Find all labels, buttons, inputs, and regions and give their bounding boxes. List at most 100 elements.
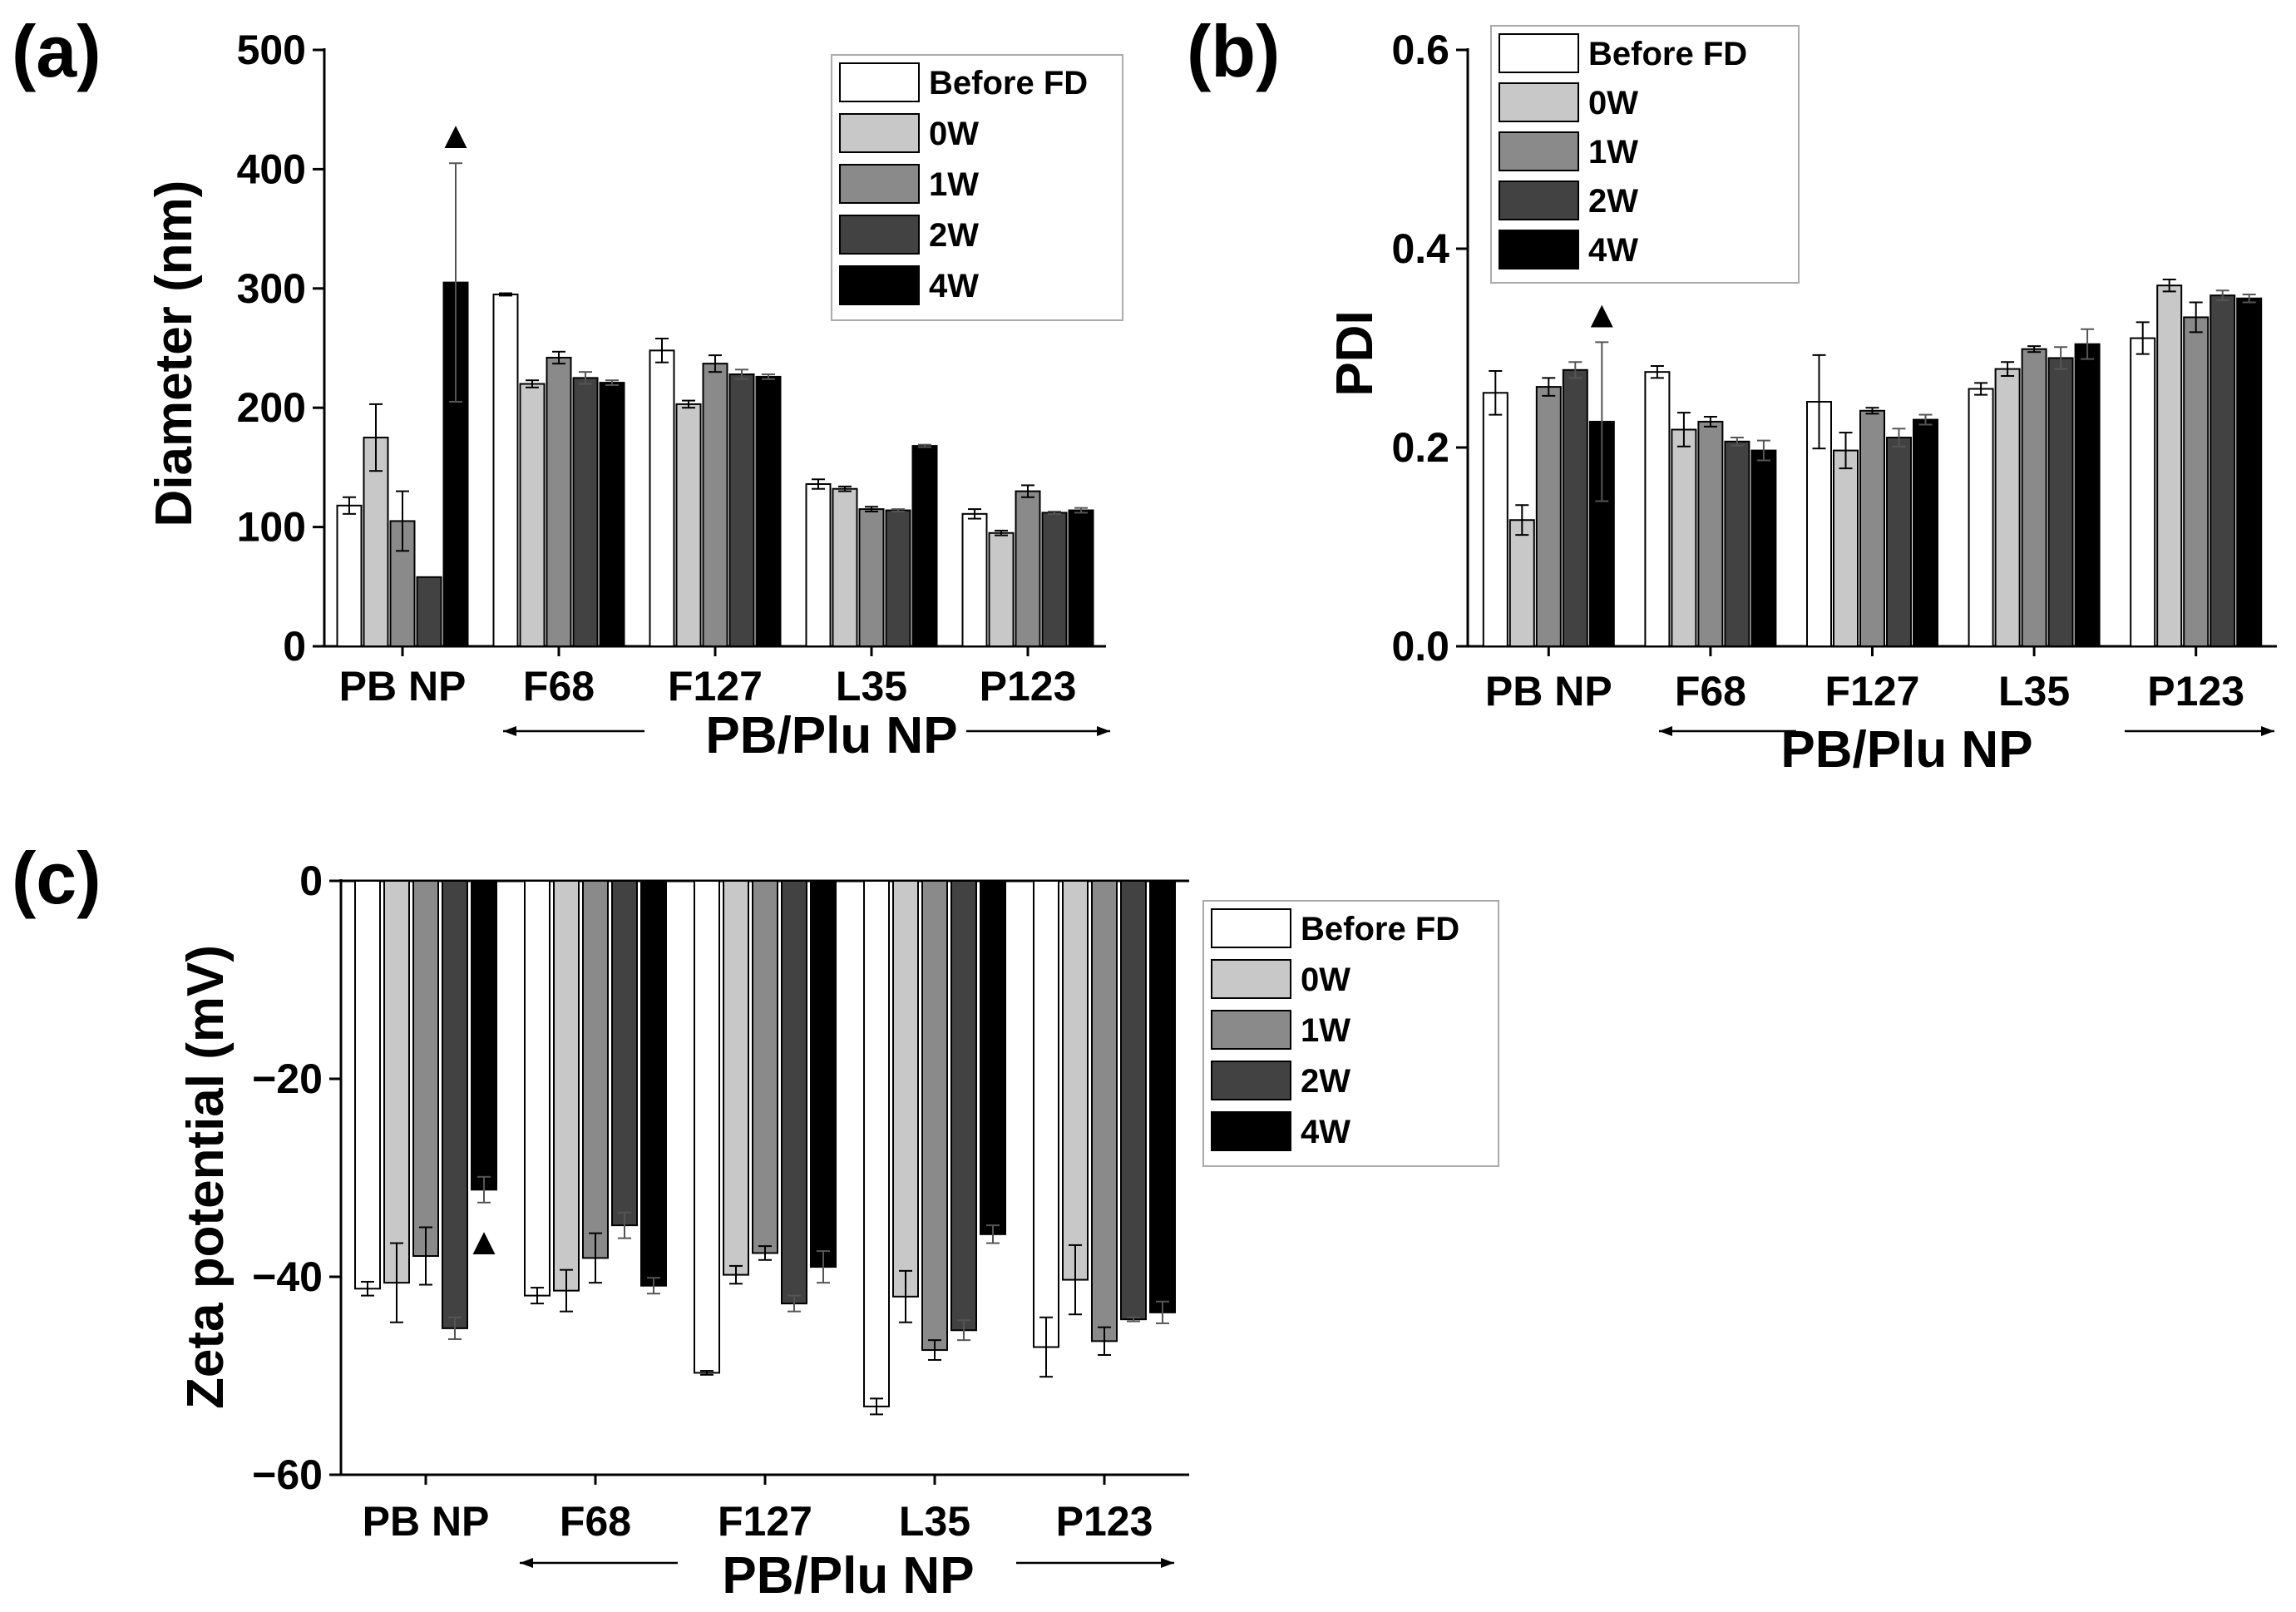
panel-a-ytick-label: 500 <box>237 27 306 73</box>
panel-b-bar <box>1562 368 1588 647</box>
panel-c-group-label: PB/Plu NP <box>722 1547 974 1605</box>
panel-b-ytick-label: 0.0 <box>1391 623 1449 670</box>
panel-b-bar <box>2210 294 2236 647</box>
panel-a-legend-label: Before FD <box>929 65 1088 101</box>
panel-b-legend-swatch <box>1499 180 1579 220</box>
panel-a: (a) Diameter (nm) PB/Plu NP ▲ 0 100 200 300… <box>12 10 1123 764</box>
panel-b-right-arrow-head <box>2261 726 2274 736</box>
panel-b-bar <box>2236 297 2263 647</box>
panel-c-bar <box>1033 880 1059 1348</box>
panel-a-ylabel: Diameter (nm) <box>146 180 203 527</box>
panel-c-left-arrow-head <box>520 1558 533 1568</box>
panel-b-bar <box>1724 440 1750 648</box>
panel-b-bar <box>1913 418 1938 647</box>
panel-a-bar <box>416 576 442 647</box>
panel-a-legend: Before FD 0W 1W 2W 4W <box>831 54 1123 321</box>
panel-c-legend-label: 1W <box>1301 1012 1350 1049</box>
panel-c-bar <box>553 880 580 1292</box>
panel-c-bar <box>524 880 551 1297</box>
panel-b-legend: Before FD 0W 1W 2W 4W <box>1490 25 1800 284</box>
panel-a-bar <box>988 532 1015 648</box>
panel-b-category-label: F68 <box>1675 668 1746 715</box>
panel-c-legend-label: 0W <box>1301 962 1350 998</box>
panel-c-bar <box>442 880 468 1329</box>
panel-c-bar <box>863 880 890 1407</box>
panel-a-legend-swatch <box>839 215 920 255</box>
panel-b-legend-label: 4W <box>1588 232 1638 269</box>
panel-c-legend-swatch <box>1211 1061 1291 1100</box>
panel-b-bar <box>1859 409 1885 647</box>
panel-a-bar <box>572 377 599 647</box>
panel-a-bar <box>675 403 702 647</box>
panel-b-legend-swatch <box>1499 230 1579 269</box>
panel-a-category-label: F127 <box>668 663 763 710</box>
panel-a-bar <box>519 383 546 647</box>
panel-c-ytick-label: 0 <box>299 858 323 904</box>
panel-a-ytick-label: 100 <box>237 504 306 551</box>
panel-a-legend-label: 0W <box>929 116 979 152</box>
panel-b-bar <box>1750 449 1777 648</box>
panel-b-legend-swatch <box>1499 131 1579 171</box>
panel-c-legend-label: 4W <box>1301 1114 1350 1150</box>
panel-c-legend-swatch <box>1211 908 1291 948</box>
panel-c-label: (c) <box>12 837 101 919</box>
panel-b-category-label: L35 <box>1998 668 2070 715</box>
panel-a-bar <box>1041 512 1068 648</box>
panel-c-bar <box>640 880 667 1287</box>
panel-c-bar <box>892 880 919 1298</box>
panel-c-bar <box>752 880 778 1254</box>
panel-a-bar <box>363 437 389 647</box>
panel-a-bar <box>961 512 988 647</box>
panel-c-bar <box>582 880 609 1259</box>
panel-a-bar <box>885 509 911 647</box>
panel-b-bar <box>1508 519 1535 647</box>
panel-a-bar <box>832 487 858 647</box>
panel-c-ytick-label: −40 <box>252 1254 323 1300</box>
panel-c-ytick-label: −60 <box>252 1451 323 1498</box>
panel-a-bar <box>728 373 755 647</box>
panel-c-bar <box>1062 880 1089 1281</box>
panel-a-legend-label: 4W <box>929 268 979 304</box>
panel-c-category-label: F127 <box>718 1498 812 1545</box>
panel-b-bar <box>1535 386 1562 647</box>
panel-b-legend-swatch <box>1499 82 1579 122</box>
panel-b-bar <box>2156 284 2183 647</box>
panel-b-ylabel: PDI <box>1326 310 1384 396</box>
panel-a-bar <box>649 349 675 647</box>
panel-b-legend-label: Before FD <box>1588 36 1747 72</box>
panel-b-ytick-label: 0.2 <box>1391 424 1449 471</box>
panel-a-legend-label: 1W <box>929 166 979 203</box>
panel-c: (c) Zeta potential (mV) PB/Plu NP ▲ −60 −… <box>12 837 1499 1605</box>
panel-a-bar <box>702 363 728 647</box>
panel-c-bar <box>921 880 948 1352</box>
panel-c-bar <box>980 880 1006 1235</box>
panel-b-left-arrow-head <box>1659 726 1672 736</box>
panel-b-label: (b) <box>1187 10 1280 92</box>
panel-b-legend-label: 0W <box>1588 85 1638 121</box>
panel-b-ytick-label: 0.4 <box>1391 225 1449 272</box>
panel-a-category-label: PB NP <box>339 663 467 710</box>
panel-a-label: (a) <box>12 10 101 92</box>
panel-b-bar <box>1994 368 2021 647</box>
panel-a-bar <box>492 293 519 647</box>
panel-c-bar <box>781 880 807 1305</box>
panel-b-bar <box>1886 437 1912 647</box>
panel-c-bar <box>950 880 977 1332</box>
panel-b-triangle-marker: ▲ <box>1583 292 1622 335</box>
panel-a-right-arrow-head <box>1097 726 1110 736</box>
panel-c-legend-swatch <box>1211 1010 1291 1050</box>
panel-a-category-label: L35 <box>836 663 907 710</box>
panel-a-ytick-label: 400 <box>237 146 306 192</box>
panel-a-bar <box>1068 509 1094 647</box>
panel-a-bar <box>336 504 363 648</box>
panel-b-ytick-label: 0.6 <box>1391 27 1449 73</box>
panel-c-bar <box>1120 880 1147 1321</box>
panel-a-ytick-label: 300 <box>237 265 306 312</box>
panel-b-bar <box>2021 348 2047 647</box>
panel-b-category-label: F127 <box>1825 668 1920 715</box>
panel-a-group-label: PB/Plu NP <box>705 707 957 764</box>
panel-b-bar <box>2047 357 2074 647</box>
panel-a-legend-swatch <box>839 265 920 305</box>
panel-c-legend-swatch <box>1211 959 1291 999</box>
panel-b-group-label: PB/Plu NP <box>1780 721 2032 779</box>
